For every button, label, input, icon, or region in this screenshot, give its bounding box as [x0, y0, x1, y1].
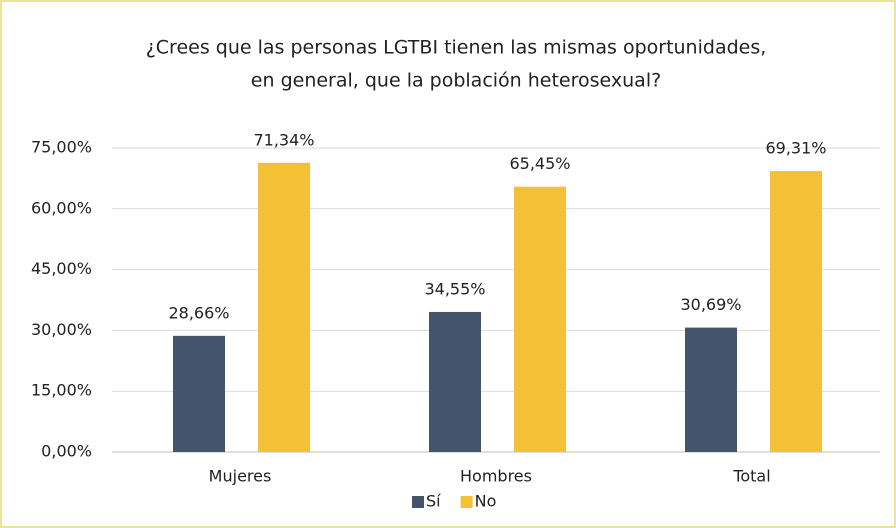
legend-swatch — [412, 496, 424, 508]
y-tick-label: 45,00% — [31, 259, 92, 278]
bar — [258, 162, 310, 452]
x-tick-label: Total — [732, 467, 770, 486]
data-label: 65,45% — [509, 154, 570, 173]
data-label: 30,69% — [680, 295, 741, 314]
x-tick-label: Mujeres — [209, 467, 272, 486]
bar — [514, 186, 566, 452]
y-tick-label: 60,00% — [31, 198, 92, 217]
legend-label: No — [475, 492, 497, 511]
y-tick-label: 0,00% — [41, 442, 92, 461]
chart-title: ¿Crees que las personas LGTBI tienen las… — [146, 37, 767, 59]
chart-title: en general, que la población heterosexua… — [251, 70, 661, 92]
legend-swatch — [460, 496, 473, 508]
bar — [173, 335, 225, 452]
data-label: 28,66% — [168, 303, 229, 322]
data-label: 69,31% — [765, 139, 826, 158]
data-label: 71,34% — [253, 130, 314, 149]
y-tick-label: 15,00% — [31, 381, 92, 400]
y-tick-label: 75,00% — [31, 138, 92, 157]
y-tick-label: 30,00% — [31, 320, 92, 339]
bar — [429, 311, 481, 452]
x-tick-label: Hombres — [460, 467, 532, 486]
legend-label: Sí — [426, 492, 441, 511]
bar — [770, 171, 822, 452]
data-label: 34,55% — [424, 279, 485, 298]
bar — [685, 327, 737, 452]
